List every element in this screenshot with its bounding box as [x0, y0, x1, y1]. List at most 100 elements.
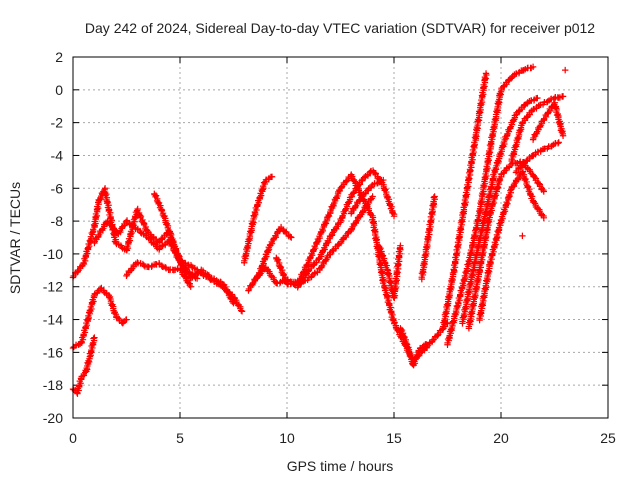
y-tick-label: -16: [43, 344, 63, 360]
data-point-marker: [506, 124, 514, 132]
data-point-marker: [514, 134, 521, 142]
data-point-marker: [520, 67, 527, 74]
data-point-marker: [125, 238, 132, 245]
data-point-marker: [469, 301, 476, 308]
data-point-marker: [389, 209, 396, 217]
x-tick-label: 15: [386, 430, 402, 446]
data-point-marker: [464, 288, 472, 296]
data-point-marker: [313, 238, 321, 246]
x-tick-label: 25: [600, 430, 616, 446]
data-point-marker: [519, 232, 526, 240]
y-tick-label: -12: [43, 279, 63, 295]
data-point-marker: [480, 216, 487, 224]
data-point-marker: [397, 242, 404, 249]
data-point-marker: [501, 136, 508, 144]
data-point-marker: [106, 294, 113, 301]
data-point-marker: [123, 316, 130, 323]
data-point-marker: [485, 217, 492, 225]
x-tick-label: 5: [176, 430, 184, 446]
data-point-marker: [91, 334, 98, 341]
data-point-marker: [287, 233, 294, 240]
data-point-marker: [404, 345, 411, 352]
data-point-marker: [486, 149, 494, 156]
data-point-marker: [499, 83, 507, 91]
data-point-marker: [351, 203, 359, 211]
data-point-marker: [431, 193, 438, 200]
data-point-marker: [428, 337, 436, 345]
y-tick-label: -14: [43, 312, 63, 328]
y-tick-label: -10: [43, 246, 63, 262]
data-point-marker: [462, 304, 469, 312]
data-point-marker: [160, 213, 168, 221]
data-point-marker: [288, 234, 295, 241]
x-axis-label: GPS time / hours: [287, 458, 394, 474]
data-point-marker: [108, 302, 115, 309]
data-point-marker: [298, 277, 305, 285]
data-point-marker: [369, 193, 376, 200]
data-point-marker: [398, 326, 406, 334]
data-point-marker: [134, 259, 141, 266]
y-tick-label: 0: [55, 82, 63, 98]
data-points: [69, 63, 569, 397]
y-tick-label: -2: [51, 115, 64, 131]
data-point-marker: [522, 158, 530, 165]
data-point-marker: [555, 139, 562, 146]
data-point-marker: [463, 296, 470, 304]
data-point-marker: [377, 269, 385, 276]
data-point-marker: [519, 168, 527, 175]
data-point-marker: [512, 142, 519, 149]
y-axis-label: SDTVAR / TECUs: [7, 182, 23, 294]
data-point-marker: [119, 319, 127, 326]
data-point-marker: [420, 259, 428, 267]
plot-frame: [72, 56, 609, 419]
data-point-marker: [490, 124, 497, 131]
data-point-marker: [459, 209, 467, 216]
data-point-marker: [187, 283, 194, 290]
data-point-marker: [422, 243, 430, 251]
data-point-marker: [419, 343, 426, 351]
data-point-marker: [470, 293, 478, 300]
data-point-marker: [88, 299, 96, 306]
data-point-marker: [559, 93, 567, 100]
data-point-marker: [559, 132, 567, 139]
data-point-marker: [237, 307, 245, 314]
axis-ticks: 0 5 10 15 20 25-20-18-16-14-12-10-8-6-4-202: [43, 49, 616, 446]
y-tick-label: -6: [51, 180, 64, 196]
data-point-marker: [540, 214, 547, 222]
data-point-marker: [421, 251, 429, 259]
data-point-marker: [262, 254, 269, 262]
data-point-marker: [486, 192, 494, 199]
data-point-marker: [540, 188, 547, 195]
data-point-marker: [249, 281, 256, 288]
data-point-marker: [90, 335, 97, 342]
data-point-marker: [95, 233, 102, 240]
data-point-marker: [430, 194, 438, 201]
data-point-marker: [554, 140, 562, 147]
data-point-marker: [562, 66, 569, 74]
data-point-marker: [247, 228, 254, 235]
data-point-marker: [243, 243, 251, 251]
data-point-marker: [230, 299, 237, 307]
data-point-marker: [318, 263, 325, 271]
data-point-marker: [481, 174, 489, 181]
data-point-marker: [349, 190, 357, 197]
y-tick-label: -20: [43, 410, 63, 426]
data-point-marker: [534, 94, 541, 102]
data-point-marker: [442, 309, 449, 316]
data-point-marker: [443, 301, 451, 308]
data-point-marker: [245, 236, 252, 243]
y-tick-label: -18: [43, 377, 63, 393]
data-point-marker: [465, 257, 472, 265]
y-tick-label: 2: [55, 49, 63, 65]
data-point-marker: [140, 262, 148, 269]
data-point-marker: [390, 212, 398, 220]
data-point-marker: [478, 301, 486, 308]
x-tick-label: 0: [69, 430, 77, 446]
data-point-marker: [447, 326, 455, 333]
data-point-marker: [308, 273, 315, 280]
data-point-marker: [471, 233, 479, 240]
data-point-marker: [342, 206, 349, 214]
data-point-marker: [529, 63, 537, 71]
data-point-marker: [90, 221, 98, 229]
data-point-marker: [481, 285, 488, 292]
